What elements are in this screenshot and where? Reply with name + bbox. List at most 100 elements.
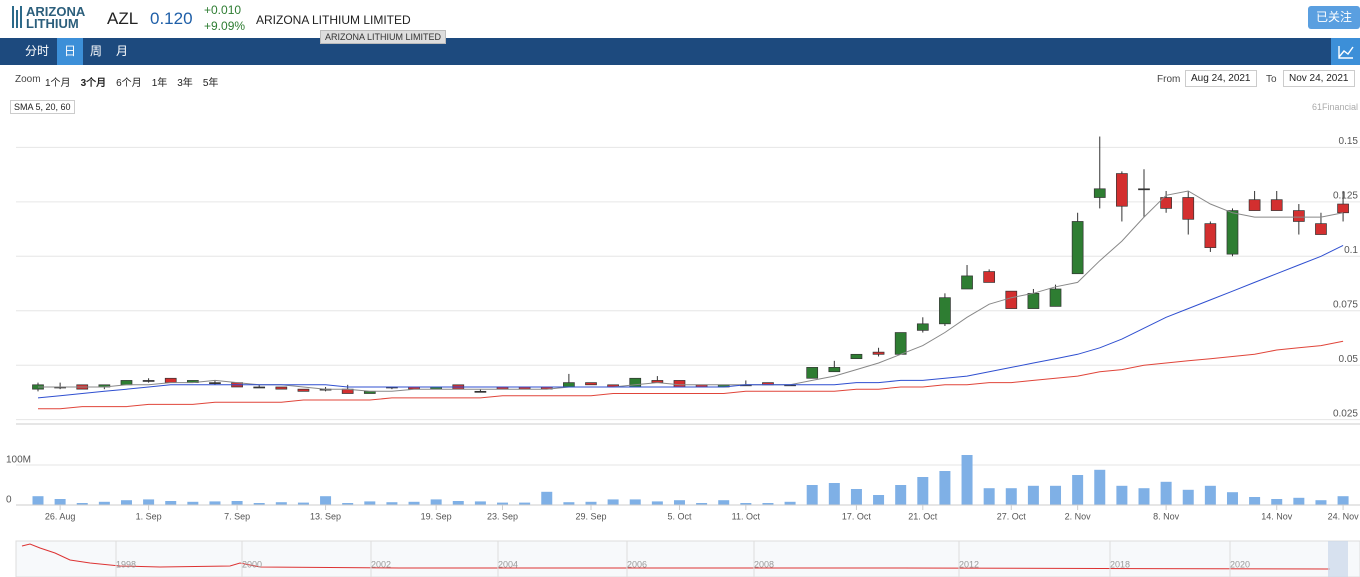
- y-tick-label: 0.15: [1339, 136, 1359, 147]
- volume-bar: [1293, 497, 1305, 505]
- candle-body: [1204, 223, 1217, 248]
- y-tick-label: 0.05: [1339, 354, 1359, 365]
- candle-body: [673, 380, 686, 388]
- volume-bar: [497, 502, 509, 505]
- logo: ARIZONA LITHIUM: [26, 4, 86, 31]
- candle-body: [983, 271, 996, 283]
- volume-bar: [696, 503, 708, 505]
- tab[interactable]: 分时: [24, 44, 49, 58]
- candle-body: [142, 380, 155, 382]
- volume-bar: [983, 488, 995, 505]
- change: +0.010: [204, 3, 242, 17]
- price: 0.120: [150, 9, 193, 28]
- navigator-year: 2020: [1230, 559, 1250, 569]
- volume-bar: [1094, 469, 1106, 505]
- volume-bar: [784, 501, 796, 505]
- volume-bar: [1182, 489, 1194, 505]
- candle-body: [828, 367, 841, 373]
- candle-body: [1005, 290, 1018, 309]
- volume-bar: [1160, 481, 1172, 505]
- candle-body: [1049, 288, 1062, 307]
- candle-body: [1270, 199, 1283, 211]
- tab[interactable]: 月: [115, 44, 128, 58]
- candle-body: [1116, 173, 1128, 207]
- x-tick-label: 8. Nov: [1153, 511, 1180, 521]
- volume-bar: [607, 499, 619, 505]
- candle-body: [1292, 210, 1305, 222]
- logo-line: ARIZONA: [26, 4, 86, 19]
- candle-body: [850, 353, 863, 360]
- candle-body: [1248, 199, 1261, 211]
- volume-bar: [961, 455, 973, 505]
- navigator: [15, 540, 1360, 577]
- candle-body: [806, 367, 819, 379]
- header: ARIZONA LITHIUM AZL 0.120 +0.010 +9.09% A…: [0, 0, 1360, 37]
- volume-bar: [120, 500, 132, 505]
- volume-bar: [76, 503, 88, 505]
- volume-bar: [98, 501, 110, 505]
- to-label: To: [1266, 74, 1277, 85]
- x-tick-label: 7. Sep: [224, 511, 250, 521]
- volume-bar: [1226, 492, 1238, 505]
- y-tick-label: 0: [6, 495, 12, 506]
- x-tick-label: 1. Sep: [136, 511, 162, 521]
- zoom-option[interactable]: 5年: [202, 78, 219, 89]
- navigator-year: 2002: [371, 559, 391, 569]
- zoom-option[interactable]: 1年: [151, 78, 168, 89]
- navigator-handle[interactable]: [1328, 541, 1348, 577]
- x-tick-label: 19. Sep: [421, 511, 452, 521]
- navigator-year: 1998: [116, 559, 136, 569]
- candle-body: [1182, 197, 1195, 220]
- candle-body: [1138, 188, 1150, 191]
- candle-body: [164, 377, 177, 383]
- volume-bar: [452, 501, 464, 505]
- volume-bar: [297, 502, 309, 505]
- tooltip: ARIZONA LITHIUM LIMITED: [320, 30, 447, 44]
- volume-bar: [165, 501, 177, 505]
- candle-body: [1071, 221, 1084, 275]
- volume-bar: [342, 503, 354, 505]
- volume-bar: [1315, 500, 1327, 505]
- volume-bar: [143, 499, 155, 505]
- tab[interactable]: 日: [57, 38, 83, 65]
- tab-bar: 分时 日 周 月: [0, 38, 1360, 65]
- volume-bar: [585, 501, 597, 505]
- volume-bar: [231, 501, 243, 505]
- candle-body: [297, 388, 310, 392]
- x-tick-label: 14. Nov: [1261, 511, 1293, 521]
- x-tick-label: 29. Sep: [575, 511, 606, 521]
- change-pct: +9.09%: [204, 19, 246, 33]
- candle-body: [474, 390, 487, 393]
- volume-bar: [1337, 496, 1349, 505]
- zoom-option[interactable]: 3年: [177, 78, 193, 89]
- volume-bar: [740, 503, 752, 505]
- candle-body: [253, 386, 266, 389]
- y-tick-label: 0.075: [1333, 299, 1358, 310]
- zoom-option[interactable]: 3个月: [80, 78, 107, 89]
- zoom-option[interactable]: 6个月: [116, 78, 142, 89]
- volume-bar: [474, 501, 486, 505]
- volume-bar: [563, 502, 575, 505]
- volume-bar: [1271, 499, 1283, 505]
- zoom-option[interactable]: 1个月: [45, 78, 71, 89]
- candle-body: [275, 386, 288, 390]
- tab[interactable]: 周: [89, 44, 102, 58]
- x-tick-label: 11. Oct: [732, 511, 761, 521]
- follow-button[interactable]: 已关注: [1308, 6, 1360, 29]
- candle-body: [1027, 292, 1040, 309]
- volume-bar: [673, 500, 685, 505]
- chart-icon[interactable]: [1331, 38, 1360, 65]
- volume-bar: [386, 502, 398, 505]
- from-date[interactable]: Aug 24, 2021: [1185, 70, 1257, 87]
- y-tick-label: 0.1: [1344, 245, 1358, 256]
- candle-body: [1093, 188, 1106, 198]
- volume-bar: [408, 501, 420, 505]
- volume-bar: [253, 503, 265, 505]
- logo-line: LITHIUM: [26, 16, 79, 31]
- volume-bar: [320, 496, 332, 505]
- candle-body: [961, 275, 973, 290]
- candle-body: [1337, 203, 1349, 214]
- volume-bar: [1138, 488, 1150, 505]
- to-date[interactable]: Nov 24, 2021: [1283, 70, 1355, 87]
